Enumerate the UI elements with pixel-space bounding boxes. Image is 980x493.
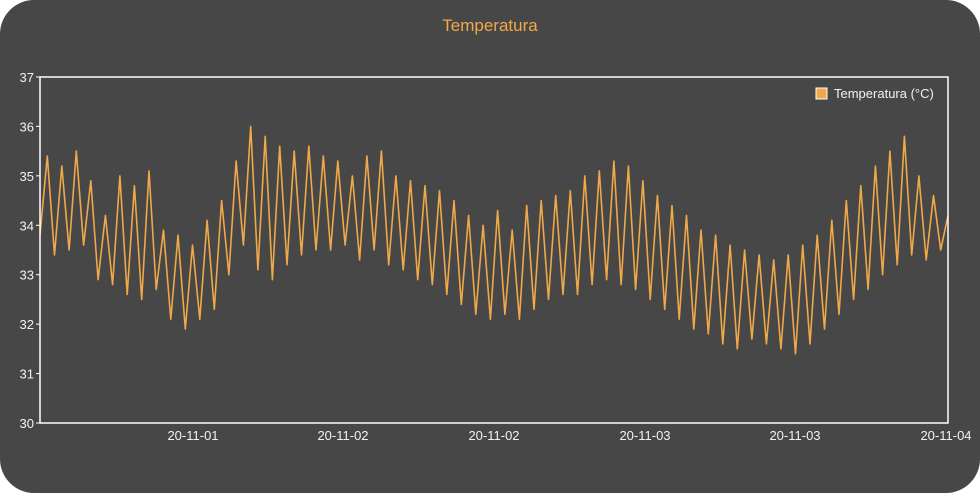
x-tick-label: 20-11-01 (167, 428, 218, 443)
x-tick-label: 20-11-03 (619, 428, 670, 443)
plot-frame (39, 76, 949, 424)
legend: Temperatura (°C) (815, 86, 934, 101)
plot-area (39, 76, 949, 424)
y-tick-label: 35 (20, 169, 34, 184)
legend-label: Temperatura (°C) (834, 86, 934, 101)
x-axis: 20-11-01 20-11-02 20-11-02 20-11-03 20-11-03… (167, 428, 971, 443)
y-tick-label: 34 (20, 218, 34, 233)
series-line (39, 125, 949, 355)
chart-title: Temperatura (442, 16, 538, 35)
y-tick-label: 36 (20, 119, 34, 134)
y-axis: 30 31 32 33 34 35 36 37 (20, 70, 40, 431)
x-tick-label: 20-11-04 (920, 428, 971, 443)
y-tick-label: 30 (20, 416, 34, 431)
y-tick-label: 37 (20, 70, 34, 85)
y-tick-label: 31 (20, 367, 34, 382)
y-tick-label: 32 (20, 317, 34, 332)
x-tick-label: 20-11-02 (317, 428, 368, 443)
legend-swatch (815, 87, 828, 100)
x-tick-label: 20-11-02 (468, 428, 519, 443)
x-tick-label: 20-11-03 (769, 428, 820, 443)
y-tick-label: 33 (20, 268, 34, 283)
